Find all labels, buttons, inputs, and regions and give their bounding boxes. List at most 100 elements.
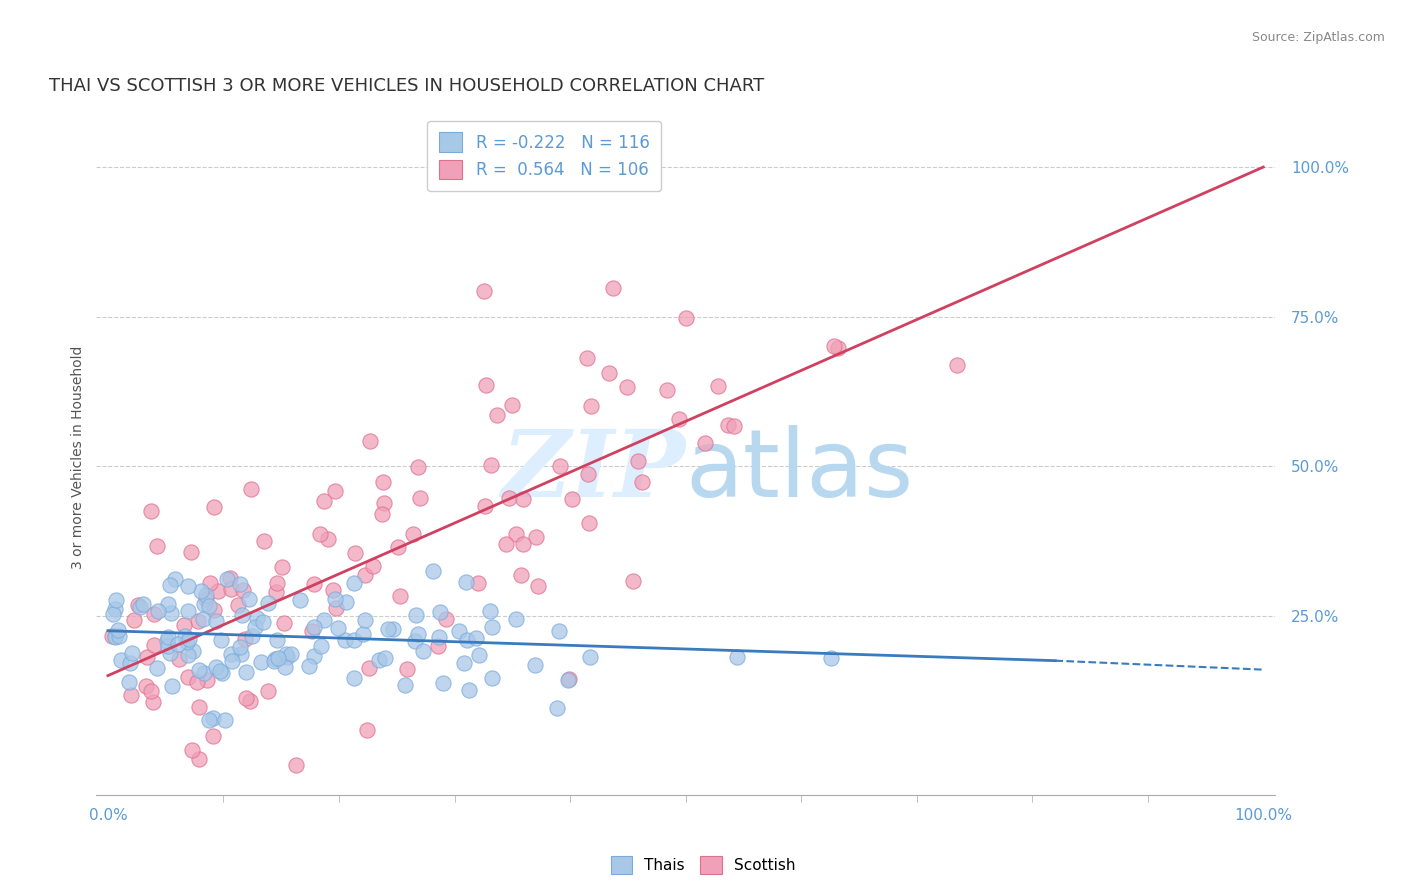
Point bbox=[401, 527, 423, 541]
Point bbox=[129, 600, 152, 615]
Point bbox=[335, 595, 357, 609]
Point bbox=[512, 491, 534, 506]
Point bbox=[156, 597, 179, 611]
Point bbox=[458, 683, 481, 698]
Point bbox=[177, 648, 200, 662]
Point bbox=[302, 577, 325, 591]
Point bbox=[374, 651, 396, 665]
Point bbox=[118, 656, 141, 670]
Point bbox=[202, 603, 225, 617]
Point bbox=[276, 650, 298, 665]
Point bbox=[229, 640, 252, 654]
Point bbox=[357, 661, 380, 675]
Point bbox=[271, 560, 294, 574]
Point bbox=[655, 383, 678, 397]
Point bbox=[561, 492, 583, 507]
Point bbox=[388, 589, 411, 603]
Point bbox=[238, 592, 260, 607]
Point bbox=[104, 630, 127, 644]
Point bbox=[631, 475, 654, 489]
Point bbox=[177, 579, 200, 593]
Point bbox=[598, 366, 620, 380]
Point bbox=[377, 622, 399, 636]
Point bbox=[467, 576, 489, 591]
Point bbox=[373, 496, 395, 510]
Point bbox=[301, 624, 323, 638]
Point bbox=[160, 679, 183, 693]
Point bbox=[198, 575, 221, 590]
Point bbox=[198, 599, 221, 613]
Point bbox=[387, 540, 409, 554]
Point bbox=[250, 655, 273, 669]
Text: THAI VS SCOTTISH 3 OR MORE VEHICLES IN HOUSEHOLD CORRELATION CHART: THAI VS SCOTTISH 3 OR MORE VEHICLES IN H… bbox=[49, 78, 765, 95]
Point bbox=[219, 648, 242, 662]
Point bbox=[412, 643, 434, 657]
Point bbox=[434, 612, 457, 626]
Point bbox=[297, 659, 319, 673]
Legend: Thais, Scottish: Thais, Scottish bbox=[605, 850, 801, 880]
Point bbox=[695, 436, 717, 450]
Point bbox=[193, 666, 215, 681]
Point bbox=[723, 418, 745, 433]
Point bbox=[201, 729, 224, 743]
Point bbox=[406, 459, 429, 474]
Point bbox=[252, 615, 274, 630]
Point bbox=[264, 585, 287, 599]
Point bbox=[394, 678, 416, 692]
Point bbox=[524, 530, 547, 544]
Point bbox=[122, 613, 145, 627]
Point bbox=[280, 647, 302, 661]
Point bbox=[325, 601, 347, 615]
Point bbox=[167, 636, 190, 650]
Point bbox=[576, 467, 599, 482]
Point bbox=[127, 598, 149, 612]
Point bbox=[176, 635, 198, 649]
Point bbox=[146, 539, 169, 553]
Point bbox=[557, 673, 579, 687]
Point bbox=[627, 454, 650, 468]
Y-axis label: 3 or more Vehicles in Household: 3 or more Vehicles in Household bbox=[72, 345, 86, 569]
Point bbox=[107, 623, 129, 637]
Point bbox=[498, 491, 520, 506]
Point bbox=[725, 649, 748, 664]
Point bbox=[668, 412, 690, 426]
Point bbox=[579, 399, 602, 413]
Point bbox=[707, 378, 730, 392]
Point bbox=[143, 638, 166, 652]
Point bbox=[198, 713, 221, 727]
Point bbox=[527, 579, 550, 593]
Point bbox=[422, 564, 444, 578]
Point bbox=[343, 671, 366, 685]
Point bbox=[217, 572, 239, 586]
Point bbox=[352, 627, 374, 641]
Point bbox=[356, 723, 378, 738]
Point bbox=[323, 484, 346, 499]
Point bbox=[512, 537, 534, 551]
Point bbox=[214, 713, 236, 727]
Point bbox=[188, 752, 211, 766]
Point bbox=[309, 527, 332, 541]
Point bbox=[180, 545, 202, 559]
Point bbox=[187, 663, 209, 677]
Point bbox=[717, 418, 740, 433]
Point bbox=[465, 631, 488, 645]
Point bbox=[177, 604, 200, 618]
Point bbox=[328, 620, 350, 634]
Point bbox=[121, 646, 143, 660]
Point bbox=[335, 632, 357, 647]
Point bbox=[616, 380, 638, 394]
Point bbox=[266, 633, 288, 648]
Point bbox=[373, 475, 395, 490]
Point bbox=[304, 619, 326, 633]
Point bbox=[195, 673, 218, 687]
Point bbox=[312, 613, 335, 627]
Point bbox=[370, 507, 392, 521]
Point bbox=[104, 592, 127, 607]
Point bbox=[485, 408, 508, 422]
Point bbox=[181, 644, 204, 658]
Point bbox=[256, 683, 278, 698]
Point bbox=[456, 574, 478, 589]
Point bbox=[579, 650, 602, 665]
Point bbox=[475, 378, 498, 392]
Point bbox=[408, 491, 430, 506]
